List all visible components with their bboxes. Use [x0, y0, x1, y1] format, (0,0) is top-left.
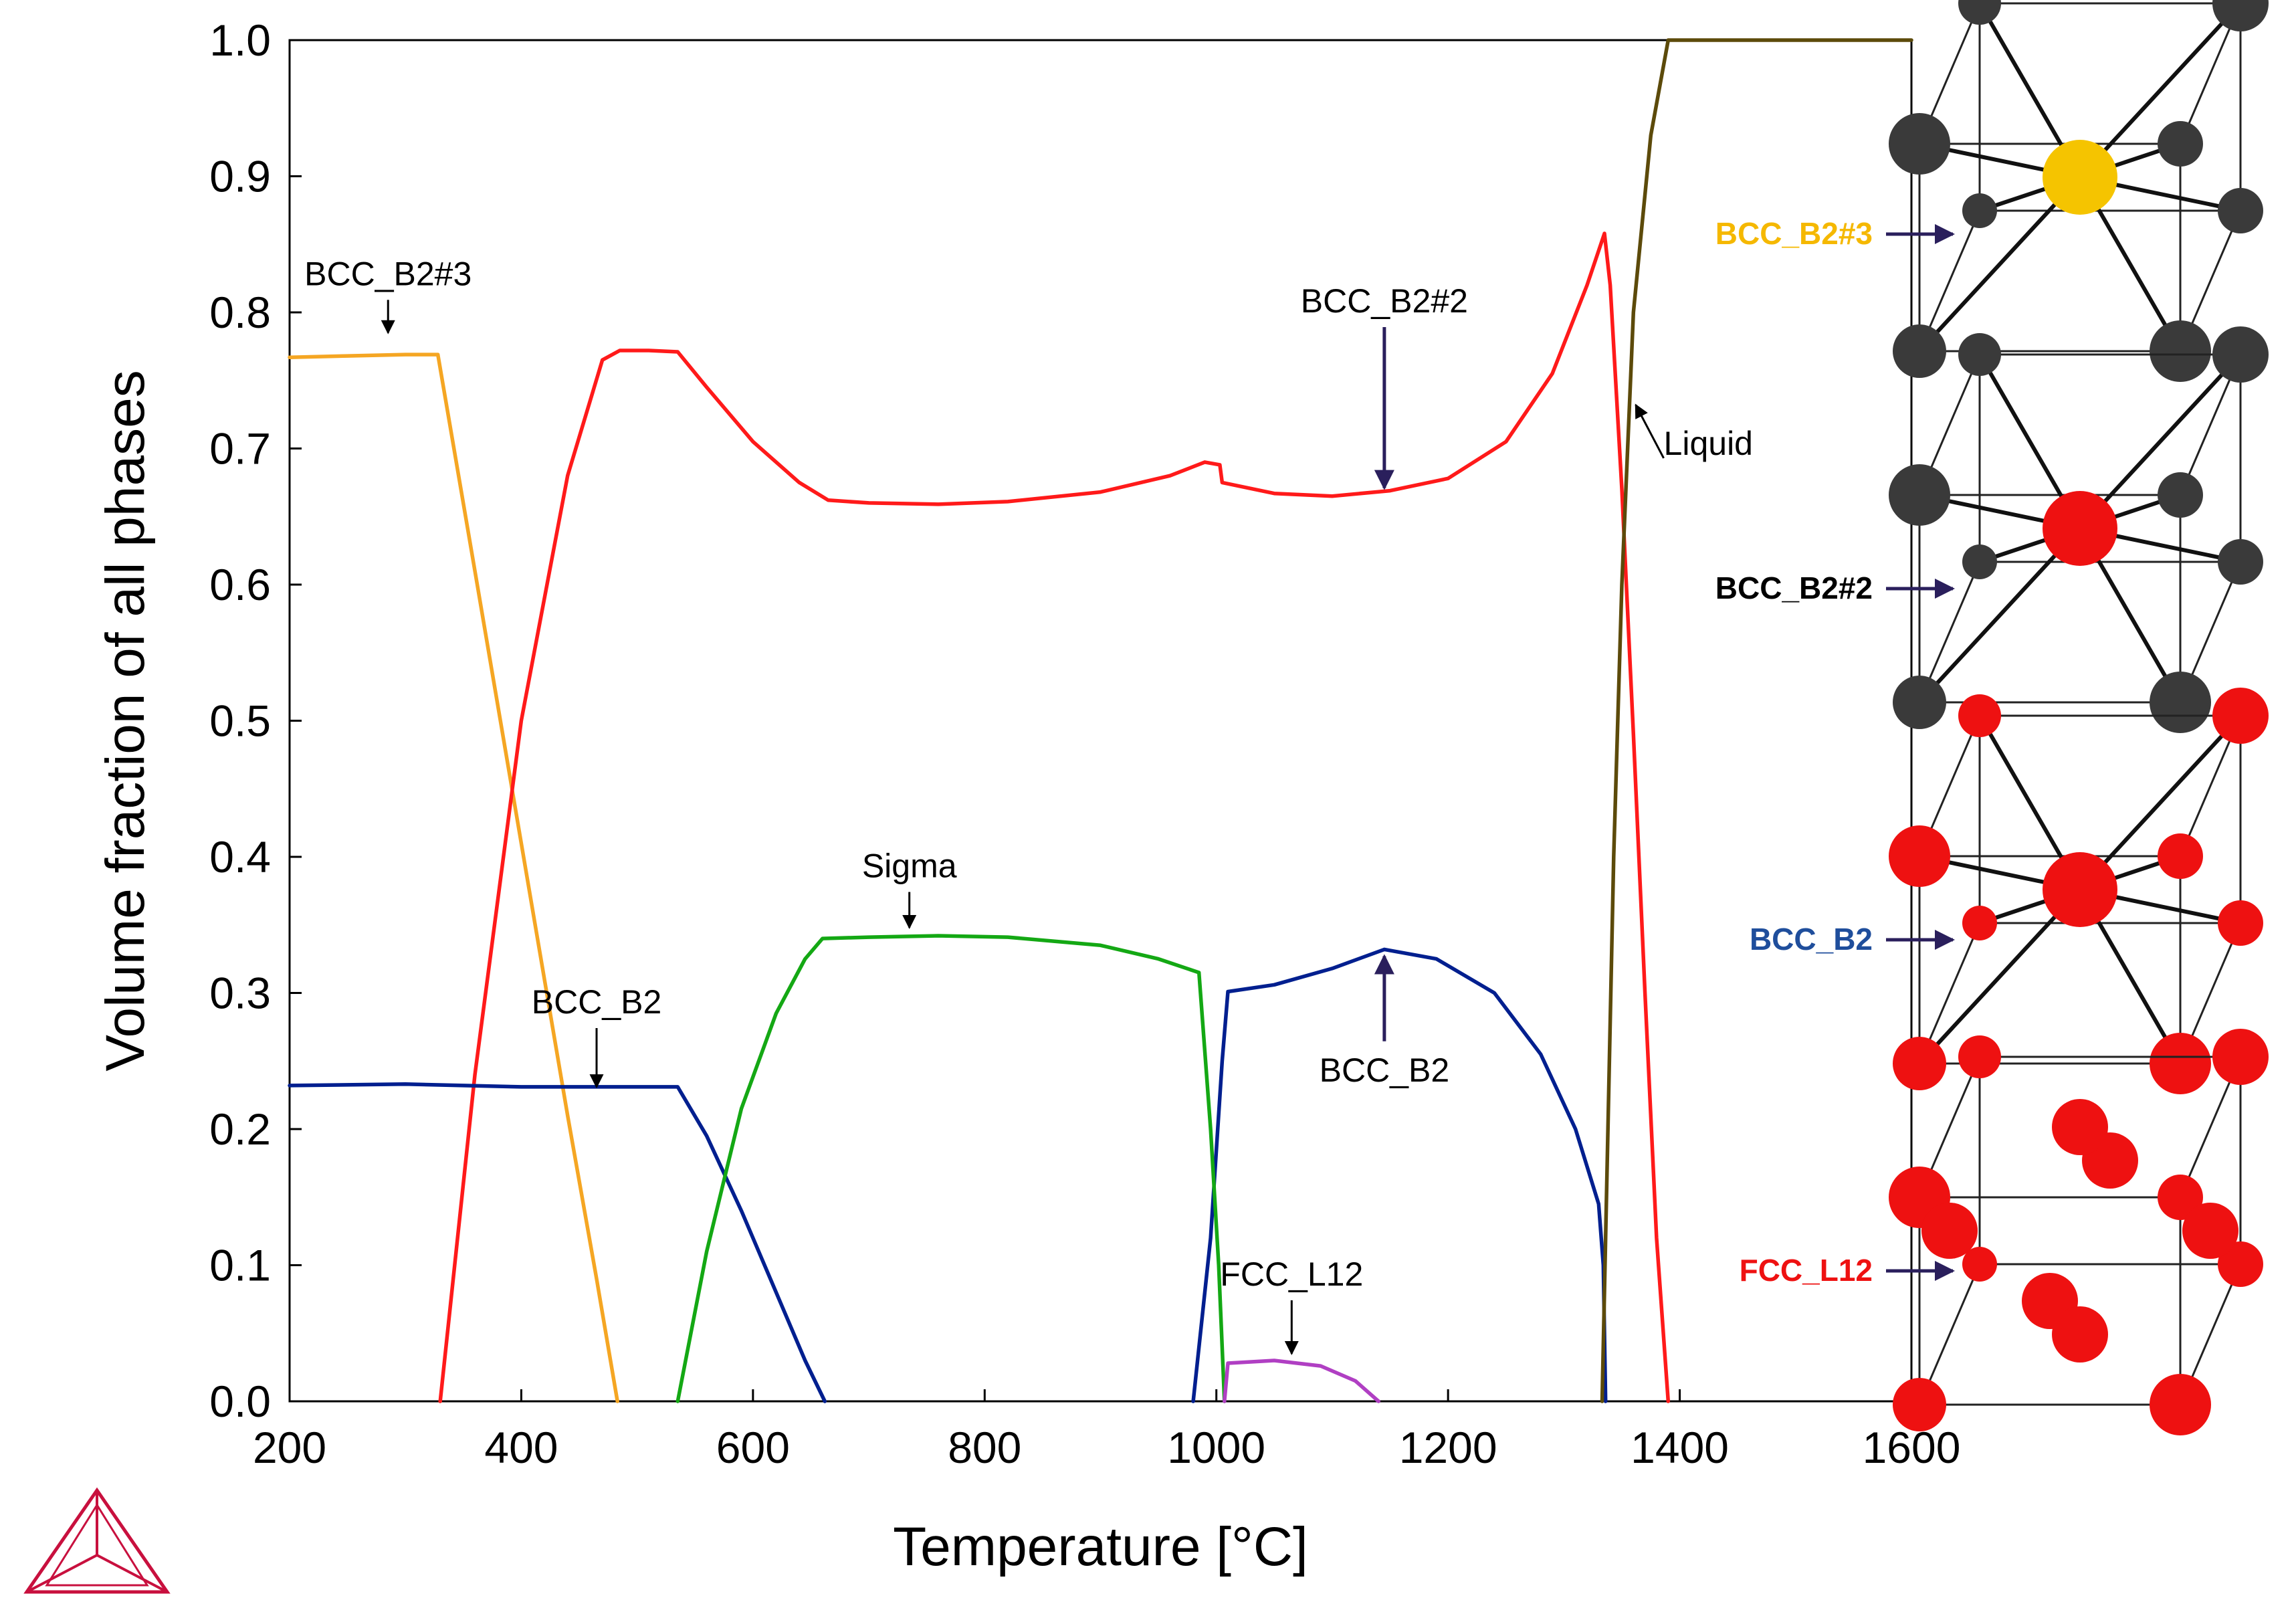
annotation-label: Liquid	[1664, 425, 1753, 462]
corner-atom	[2218, 539, 2263, 585]
plot-area: 200 400 600 800 1000 1200 1400 1600 0.0 0.1 0.2 0.3…	[95, 15, 1960, 1577]
bond-line	[2078, 714, 2242, 892]
annotation-label: BCC_B2#2	[1301, 282, 1468, 320]
corner-atom	[1958, 1035, 2001, 1078]
series-line-sigma	[675, 934, 1227, 1403]
series-line-bcc-b2-high-t-	[1191, 947, 1608, 1403]
face-atom	[2052, 1306, 2108, 1363]
annotation-label: BCC_B2	[532, 983, 662, 1021]
annotation-label: Sigma	[862, 847, 957, 885]
x-tick-label: 1000	[1167, 1423, 1265, 1472]
corner-atom	[1893, 676, 1946, 729]
y-tick-label: 0.7	[209, 424, 271, 474]
x-tick-label: 600	[716, 1423, 790, 1472]
annotation-label: BCC_B2	[1320, 1051, 1450, 1089]
corner-atom	[2218, 188, 2263, 233]
center-atom	[2043, 140, 2117, 215]
corner-atom	[2218, 1241, 2263, 1287]
center-atom	[2043, 491, 2117, 566]
bond-line	[2078, 353, 2242, 530]
series-line-fcc-l12	[1223, 1359, 1380, 1403]
thermo-calc-logo-icon	[23, 1487, 171, 1594]
y-tick-label: 0.3	[209, 969, 271, 1018]
y-tick-label: 0.0	[209, 1377, 271, 1426]
series-line-liquid	[1600, 38, 1913, 1403]
annotation-arrow	[1635, 403, 1665, 459]
crystal-structure-bcc-b2-3: BCC_B2#3	[1715, 0, 2269, 382]
center-atom	[2043, 852, 2117, 927]
structure-label: FCC_L12	[1740, 1253, 1873, 1288]
y-tick-label: 1.0	[209, 15, 271, 65]
corner-atom	[1958, 694, 2001, 737]
y-tick-label: 0.6	[209, 560, 271, 609]
structure-label: BCC_B2#3	[1715, 216, 1873, 251]
crystal-structures-panel: BCC_B2#3 BCC_B2#2 BCC_B2 FCC_L12	[1715, 0, 2269, 1435]
series-line-bcc-b2-3	[288, 353, 619, 1403]
corner-atom	[2212, 688, 2269, 744]
corner-atom	[2212, 1029, 2269, 1085]
x-tick-label: 400	[484, 1423, 558, 1472]
y-axis-title: Volume fraction of all phases	[95, 370, 156, 1071]
structure-label: BCC_B2	[1750, 922, 1873, 957]
x-tick-label: 1400	[1631, 1423, 1729, 1472]
annotation-label: FCC_L12	[1220, 1255, 1363, 1293]
face-atom	[1921, 1203, 1978, 1259]
x-axis-title: Temperature [°C]	[893, 1516, 1308, 1577]
corner-atom	[1958, 333, 2001, 376]
logo-spoke	[96, 1554, 168, 1593]
x-tick-label: 800	[948, 1423, 1021, 1472]
corner-atom	[1962, 906, 1997, 940]
logo-inner-triangle	[45, 1503, 149, 1587]
crystal-structure-fcc-l12: FCC_L12	[1740, 1029, 2269, 1435]
crystal-structure-bcc-b2: BCC_B2	[1750, 688, 2269, 1094]
corner-atom	[2158, 472, 2203, 518]
corner-atom	[2212, 0, 2269, 31]
corner-atom	[1962, 544, 1997, 579]
y-tick-label: 0.1	[209, 1241, 271, 1290]
series-line-bcc-b2	[288, 1082, 827, 1403]
corner-atom	[2150, 672, 2211, 733]
bond-line	[1917, 526, 2082, 704]
y-tick-label: 0.4	[209, 832, 271, 882]
corner-atom	[2158, 121, 2203, 167]
corner-atom	[1889, 464, 1950, 526]
crystal-structure-bcc-b2-2: BCC_B2#2	[1715, 326, 2269, 733]
bond-line	[2078, 1, 2242, 179]
y-tick-label: 0.5	[209, 696, 271, 746]
x-tick-label: 200	[253, 1423, 326, 1472]
bond-line	[1917, 175, 2082, 353]
corner-atom	[1889, 825, 1950, 887]
series-line-bcc-b2-2	[438, 231, 1671, 1403]
corner-atom	[2158, 1175, 2203, 1220]
face-atom	[2182, 1203, 2238, 1259]
corner-atom	[1893, 1378, 1946, 1431]
corner-atom	[2150, 1374, 2211, 1435]
corner-atom	[1962, 1247, 1997, 1282]
corner-atom	[1962, 193, 1997, 228]
corner-atom	[2150, 320, 2211, 382]
corner-atom	[2218, 900, 2263, 946]
structure-label: BCC_B2#2	[1715, 571, 1873, 605]
x-tick-label: 1200	[1399, 1423, 1497, 1472]
corner-atom	[1889, 113, 1950, 175]
y-tick-label: 0.9	[209, 152, 271, 201]
plot-frame	[288, 39, 1913, 1403]
y-tick-label: 0.2	[209, 1104, 271, 1154]
corner-atom	[2158, 833, 2203, 879]
logo-outer-triangle	[23, 1487, 171, 1594]
bond-line	[1917, 888, 2082, 1066]
x-tick-label: 1600	[1863, 1423, 1961, 1472]
annotation-label: BCC_B2#3	[304, 255, 472, 292]
corner-atom	[1893, 1037, 1946, 1090]
logo-spoke	[26, 1554, 98, 1593]
corner-atom	[1958, 0, 2001, 25]
y-tick-label: 0.8	[209, 288, 271, 337]
corner-atom	[2212, 326, 2269, 383]
corner-atom	[2150, 1033, 2211, 1094]
corner-atom	[1893, 324, 1946, 378]
face-atom	[2052, 1099, 2108, 1155]
